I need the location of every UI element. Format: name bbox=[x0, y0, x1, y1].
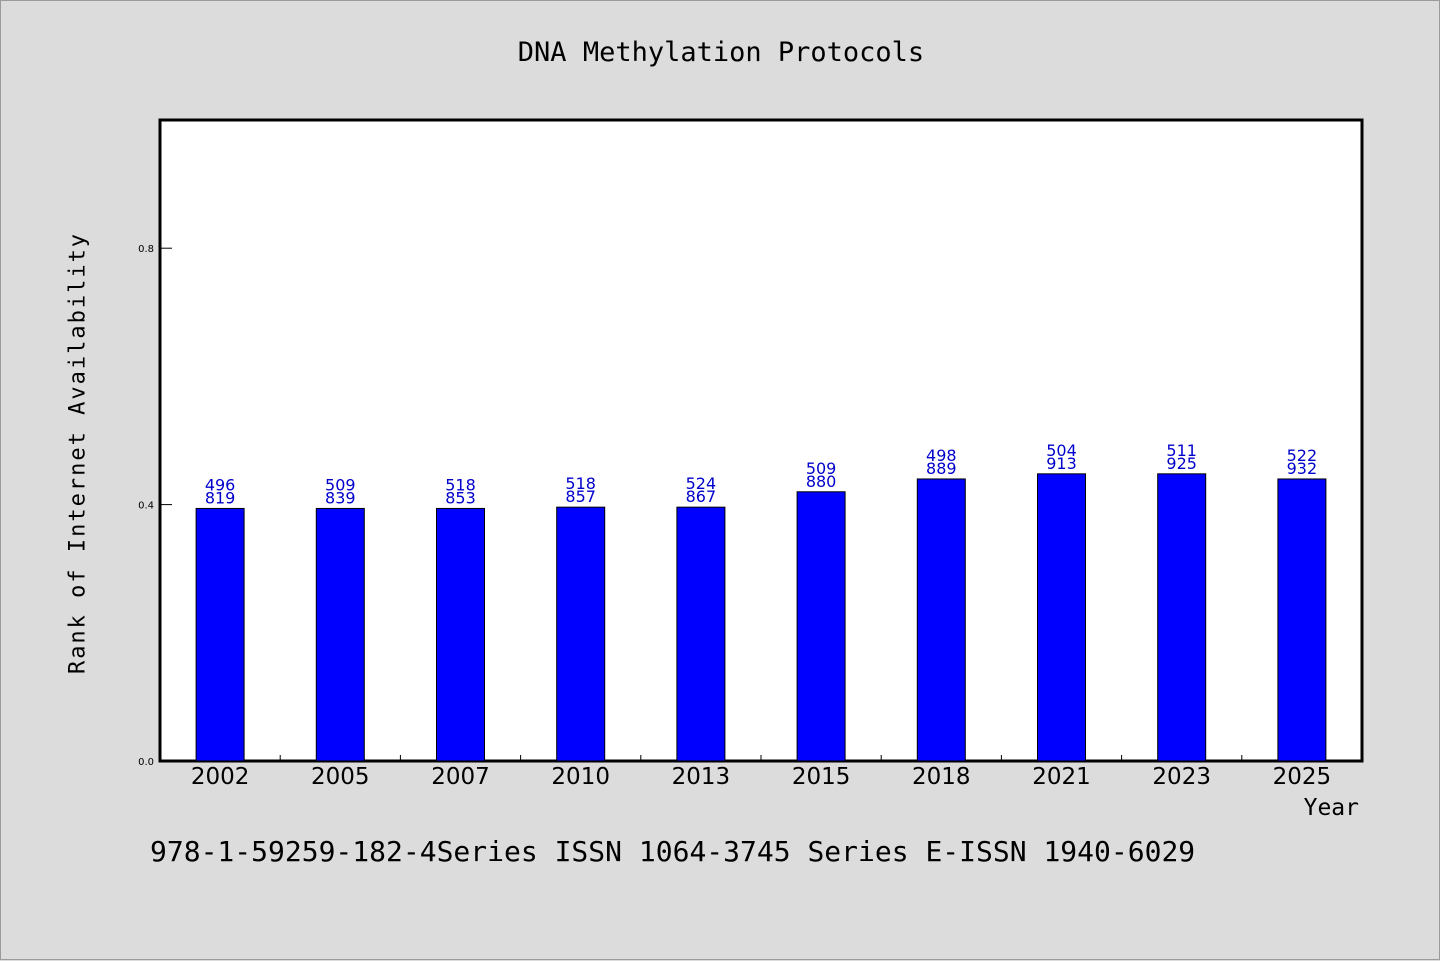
data-label: 518 bbox=[565, 474, 596, 493]
y-axis-title: Rank of Internet Availability bbox=[65, 231, 91, 675]
y-tick-label: 0.8 bbox=[138, 244, 154, 255]
x-tick-label: 2025 bbox=[1273, 764, 1332, 790]
x-tick-label: 2005 bbox=[311, 764, 370, 790]
x-axis: 2002 2005 2007 2010 2013 2015 2018 2021 2023 2025 bbox=[191, 755, 1331, 790]
data-label: 913 bbox=[1046, 454, 1077, 473]
x-tick-label: 2002 bbox=[191, 764, 250, 790]
bar bbox=[1037, 473, 1086, 762]
data-label: 857 bbox=[565, 487, 596, 506]
bar bbox=[1277, 478, 1327, 762]
data-label: 925 bbox=[1166, 454, 1197, 473]
y-axis: 0.0 0.4 0.8 bbox=[138, 244, 172, 768]
bar bbox=[676, 506, 726, 762]
data-label: 853 bbox=[445, 488, 476, 507]
x-tick-label: 2010 bbox=[551, 764, 610, 790]
bar bbox=[195, 507, 245, 762]
bar bbox=[436, 507, 485, 762]
x-tick-label: 2015 bbox=[792, 764, 851, 790]
bar bbox=[556, 506, 606, 762]
data-label: 867 bbox=[686, 487, 717, 506]
y-tick-label: 0.4 bbox=[138, 501, 154, 512]
data-label: 889 bbox=[926, 459, 957, 478]
data-label: 498 bbox=[926, 446, 957, 465]
data-label: 518 bbox=[445, 475, 476, 494]
data-label: 932 bbox=[1287, 459, 1318, 478]
data-label: 509 bbox=[325, 475, 356, 494]
data-label: 839 bbox=[325, 488, 356, 507]
x-tick-label: 2018 bbox=[912, 764, 971, 790]
data-label: 522 bbox=[1287, 446, 1318, 465]
x-tick-label: 2023 bbox=[1152, 764, 1211, 790]
data-label-group: 4968195098395188535188575248675098804988… bbox=[205, 441, 1317, 508]
data-label: 504 bbox=[1046, 441, 1077, 460]
data-label: 511 bbox=[1166, 441, 1197, 460]
x-axis-title: Year bbox=[1303, 795, 1359, 821]
data-label: 524 bbox=[686, 474, 717, 493]
x-tick-label: 2013 bbox=[672, 764, 731, 790]
footnote: 978-1-59259-182-4Series ISSN 1064-3745 S… bbox=[150, 835, 1196, 868]
bar bbox=[1157, 473, 1207, 762]
bar bbox=[315, 507, 365, 762]
bar bbox=[916, 478, 966, 762]
bar-group bbox=[195, 473, 1327, 762]
x-tick-label: 2021 bbox=[1032, 764, 1091, 790]
y-tick-label: 0.0 bbox=[138, 757, 154, 768]
x-tick-label: 2007 bbox=[431, 764, 490, 790]
data-label: 880 bbox=[806, 472, 837, 491]
data-label: 509 bbox=[806, 459, 837, 478]
data-label: 819 bbox=[205, 488, 236, 507]
bar bbox=[796, 491, 846, 762]
data-label: 496 bbox=[205, 475, 236, 494]
chart-title: DNA Methylation Protocols bbox=[517, 37, 925, 68]
